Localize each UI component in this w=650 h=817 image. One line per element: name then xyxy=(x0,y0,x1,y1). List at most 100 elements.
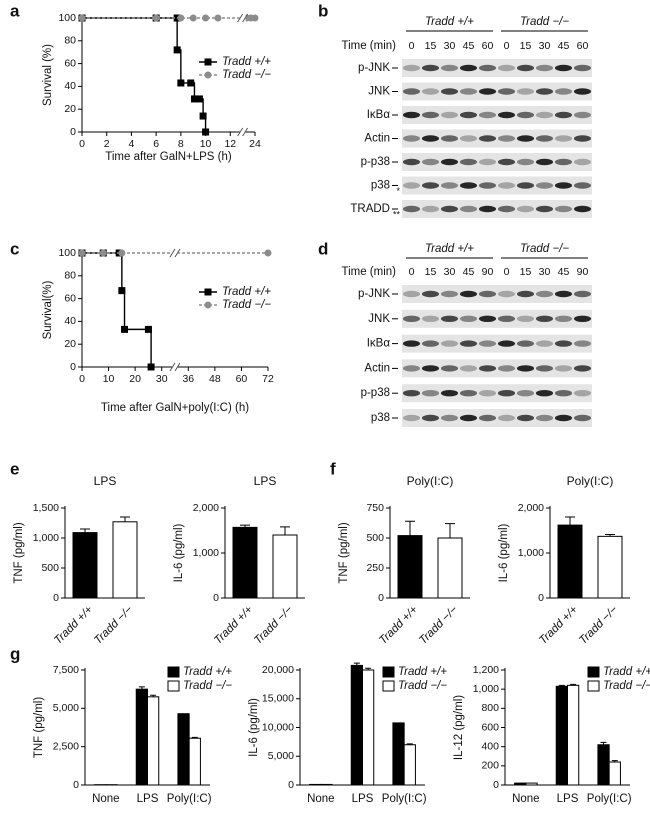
x-tick-label: None xyxy=(512,793,540,805)
time-value: 60 xyxy=(482,40,494,52)
y-tick-label: 2,000 xyxy=(518,502,544,514)
x-tick-label: 20 xyxy=(129,373,141,385)
chart-title: Poly(I:C) xyxy=(407,474,454,488)
bar xyxy=(393,723,404,785)
row-label: p-p38 xyxy=(361,156,390,168)
legend-marker xyxy=(205,302,212,309)
blot-band xyxy=(422,415,439,421)
y-tick-label: 0 xyxy=(70,361,76,373)
legend-swatch xyxy=(168,681,179,691)
y-tick-label: 1,000 xyxy=(33,532,59,544)
bar xyxy=(273,535,297,598)
blot-band xyxy=(460,112,477,118)
group-label: Tradd +/+ xyxy=(425,243,474,255)
time-value: 45 xyxy=(558,266,570,278)
y-tick-label: 200 xyxy=(481,760,499,772)
blot-band xyxy=(555,88,572,94)
y-tick-label: 1,000 xyxy=(473,683,499,695)
group-label: Tradd +/+ xyxy=(425,16,474,28)
row-label: p38 xyxy=(371,412,390,424)
blot-band xyxy=(574,206,591,212)
blot-band xyxy=(498,135,515,141)
blot-band xyxy=(574,365,591,371)
legend-label: Tradd +/+ xyxy=(183,666,232,678)
marker xyxy=(174,46,181,53)
legend-marker xyxy=(205,289,212,296)
error-bar xyxy=(120,517,130,522)
y-axis-label: Survival (%) xyxy=(42,44,54,106)
blot-band xyxy=(517,112,534,118)
x-tick-label: 10 xyxy=(200,138,212,150)
legend-swatch xyxy=(383,681,394,691)
blot-band xyxy=(479,291,496,297)
blot-band xyxy=(555,390,572,396)
y-tick-label: 80 xyxy=(64,35,76,47)
blot-band xyxy=(555,135,572,141)
time-value: 90 xyxy=(482,266,494,278)
y-tick-label: 0 xyxy=(538,592,544,604)
legend-marker xyxy=(205,72,212,79)
blot-band xyxy=(422,206,439,212)
bar xyxy=(136,689,147,785)
y-tick-label: 1,000 xyxy=(518,547,544,559)
x-axis-label: Time after GalN+LPS (h) xyxy=(105,151,232,163)
blot-band xyxy=(403,88,420,94)
x-tick-label: LPS xyxy=(352,793,374,805)
blot-band xyxy=(574,135,591,141)
row-label: p38 xyxy=(371,180,390,192)
blot-band xyxy=(555,415,572,421)
blot-band xyxy=(517,316,534,322)
blot-band xyxy=(460,182,477,188)
legend-label: Tradd −/− xyxy=(398,680,447,692)
panel-label: a xyxy=(10,1,20,20)
x-tick-label: 72 xyxy=(262,373,274,385)
blot-band xyxy=(517,182,534,188)
bar xyxy=(189,738,200,785)
bar xyxy=(404,745,415,785)
x-tick-label: 60 xyxy=(236,373,248,385)
y-tick-label: 2,000 xyxy=(193,502,219,514)
y-axis-label: Survival(%) xyxy=(42,280,54,339)
bar xyxy=(178,714,189,785)
y-tick-label: 0 xyxy=(213,592,219,604)
blot-band xyxy=(498,206,515,212)
chart-title: LPS xyxy=(254,474,277,488)
blot-band xyxy=(422,135,439,141)
blot-band xyxy=(441,135,458,141)
time-value: 30 xyxy=(444,40,456,52)
blot-band xyxy=(517,135,534,141)
blot-band xyxy=(403,112,420,118)
marker xyxy=(187,79,194,86)
time-value: 30 xyxy=(539,40,551,52)
blot-band xyxy=(479,340,496,346)
blot-band xyxy=(536,159,553,165)
time-label: Time (min) xyxy=(341,40,396,52)
blot-band xyxy=(441,65,458,71)
x-tick-label: Tradd −/− xyxy=(577,604,620,647)
marker xyxy=(214,15,221,22)
panel-label: g xyxy=(10,644,20,663)
time-value: 90 xyxy=(577,266,589,278)
bar xyxy=(598,745,609,785)
blot-band xyxy=(441,291,458,297)
marker xyxy=(79,15,86,22)
y-axis-label: IL-6 (pg/ml) xyxy=(248,698,260,757)
marker xyxy=(202,129,209,136)
row-label: JNK xyxy=(368,313,390,325)
blot-band xyxy=(555,65,572,71)
bar xyxy=(363,670,374,785)
time-value: 0 xyxy=(504,40,510,52)
x-tick-label: Tradd −/− xyxy=(92,604,135,647)
blot-band xyxy=(555,365,572,371)
blot-band xyxy=(403,159,420,165)
x-tick-label: 48 xyxy=(209,373,221,385)
blot-band xyxy=(555,112,572,118)
time-value: 45 xyxy=(558,40,570,52)
y-tick-label: 1,500 xyxy=(33,502,59,514)
time-label: Time (min) xyxy=(341,266,396,278)
asterisk: ** xyxy=(393,209,401,219)
blot-band xyxy=(403,316,420,322)
blot-band xyxy=(422,316,439,322)
bar xyxy=(113,522,137,598)
y-tick-label: 0 xyxy=(53,592,59,604)
